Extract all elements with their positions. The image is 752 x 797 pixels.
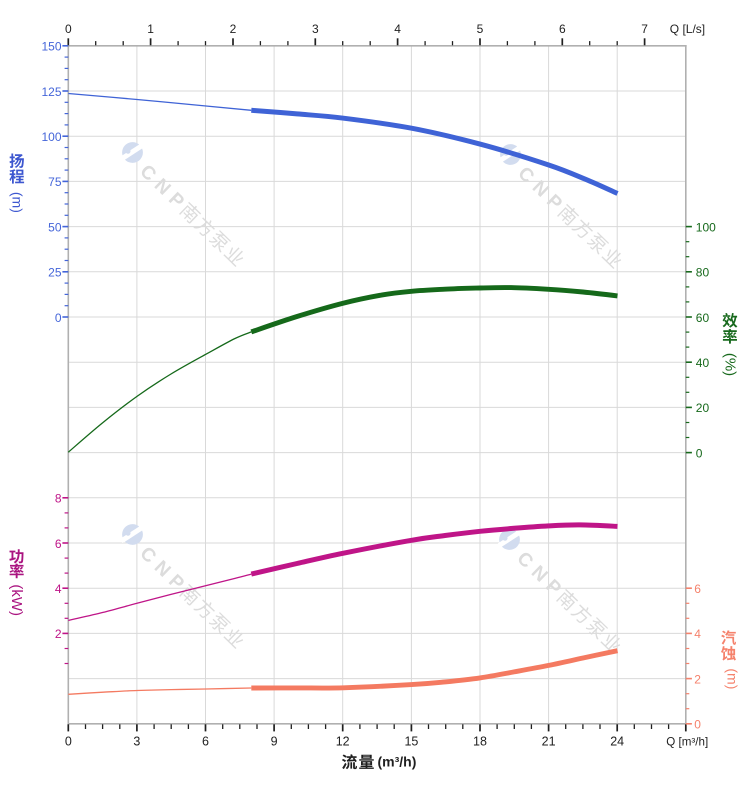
- svg-text:75: 75: [48, 175, 62, 189]
- svg-text:(kW): (kW): [8, 584, 25, 616]
- svg-text:150: 150: [41, 40, 61, 54]
- svg-text:15: 15: [404, 734, 418, 748]
- svg-text:18: 18: [473, 734, 487, 748]
- svg-text:80: 80: [696, 266, 710, 280]
- svg-text:5: 5: [477, 22, 484, 36]
- svg-text:6: 6: [55, 537, 62, 551]
- svg-text:25: 25: [48, 266, 62, 280]
- svg-text:100: 100: [696, 220, 716, 234]
- svg-text:2: 2: [694, 672, 701, 686]
- svg-text:1: 1: [147, 22, 154, 36]
- svg-text:125: 125: [41, 85, 61, 99]
- svg-text:4: 4: [55, 582, 62, 596]
- svg-text:9: 9: [271, 734, 278, 748]
- svg-text:4: 4: [694, 627, 701, 641]
- svg-text:12: 12: [336, 734, 350, 748]
- svg-text:Q [L/s]: Q [L/s]: [670, 22, 705, 36]
- svg-text:0: 0: [65, 22, 72, 36]
- svg-text:4: 4: [394, 22, 401, 36]
- svg-text:24: 24: [610, 734, 624, 748]
- svg-text:21: 21: [542, 734, 556, 748]
- svg-text:6: 6: [559, 22, 566, 36]
- svg-text:(m³/h): (m³/h): [378, 754, 417, 770]
- svg-text:(m): (m): [9, 192, 25, 213]
- svg-text:0: 0: [696, 446, 703, 460]
- svg-text:2: 2: [55, 627, 62, 641]
- svg-text:3: 3: [133, 734, 140, 748]
- svg-text:8: 8: [55, 492, 62, 506]
- svg-text:(m): (m): [725, 668, 741, 689]
- svg-text:100: 100: [41, 130, 61, 144]
- svg-text:3: 3: [312, 22, 319, 36]
- svg-text:20: 20: [696, 401, 710, 415]
- svg-text:(%): (%): [722, 353, 739, 376]
- svg-text:0: 0: [694, 718, 701, 732]
- svg-text:0: 0: [55, 311, 62, 325]
- svg-text:6: 6: [694, 582, 701, 596]
- svg-text:6: 6: [202, 734, 209, 748]
- svg-text:50: 50: [48, 220, 62, 234]
- svg-text:0: 0: [65, 734, 72, 748]
- svg-text:40: 40: [696, 356, 710, 370]
- svg-text:Q [m³/h]: Q [m³/h]: [666, 736, 708, 749]
- svg-text:7: 7: [641, 22, 648, 36]
- svg-text:60: 60: [696, 311, 710, 325]
- svg-text:2: 2: [230, 22, 237, 36]
